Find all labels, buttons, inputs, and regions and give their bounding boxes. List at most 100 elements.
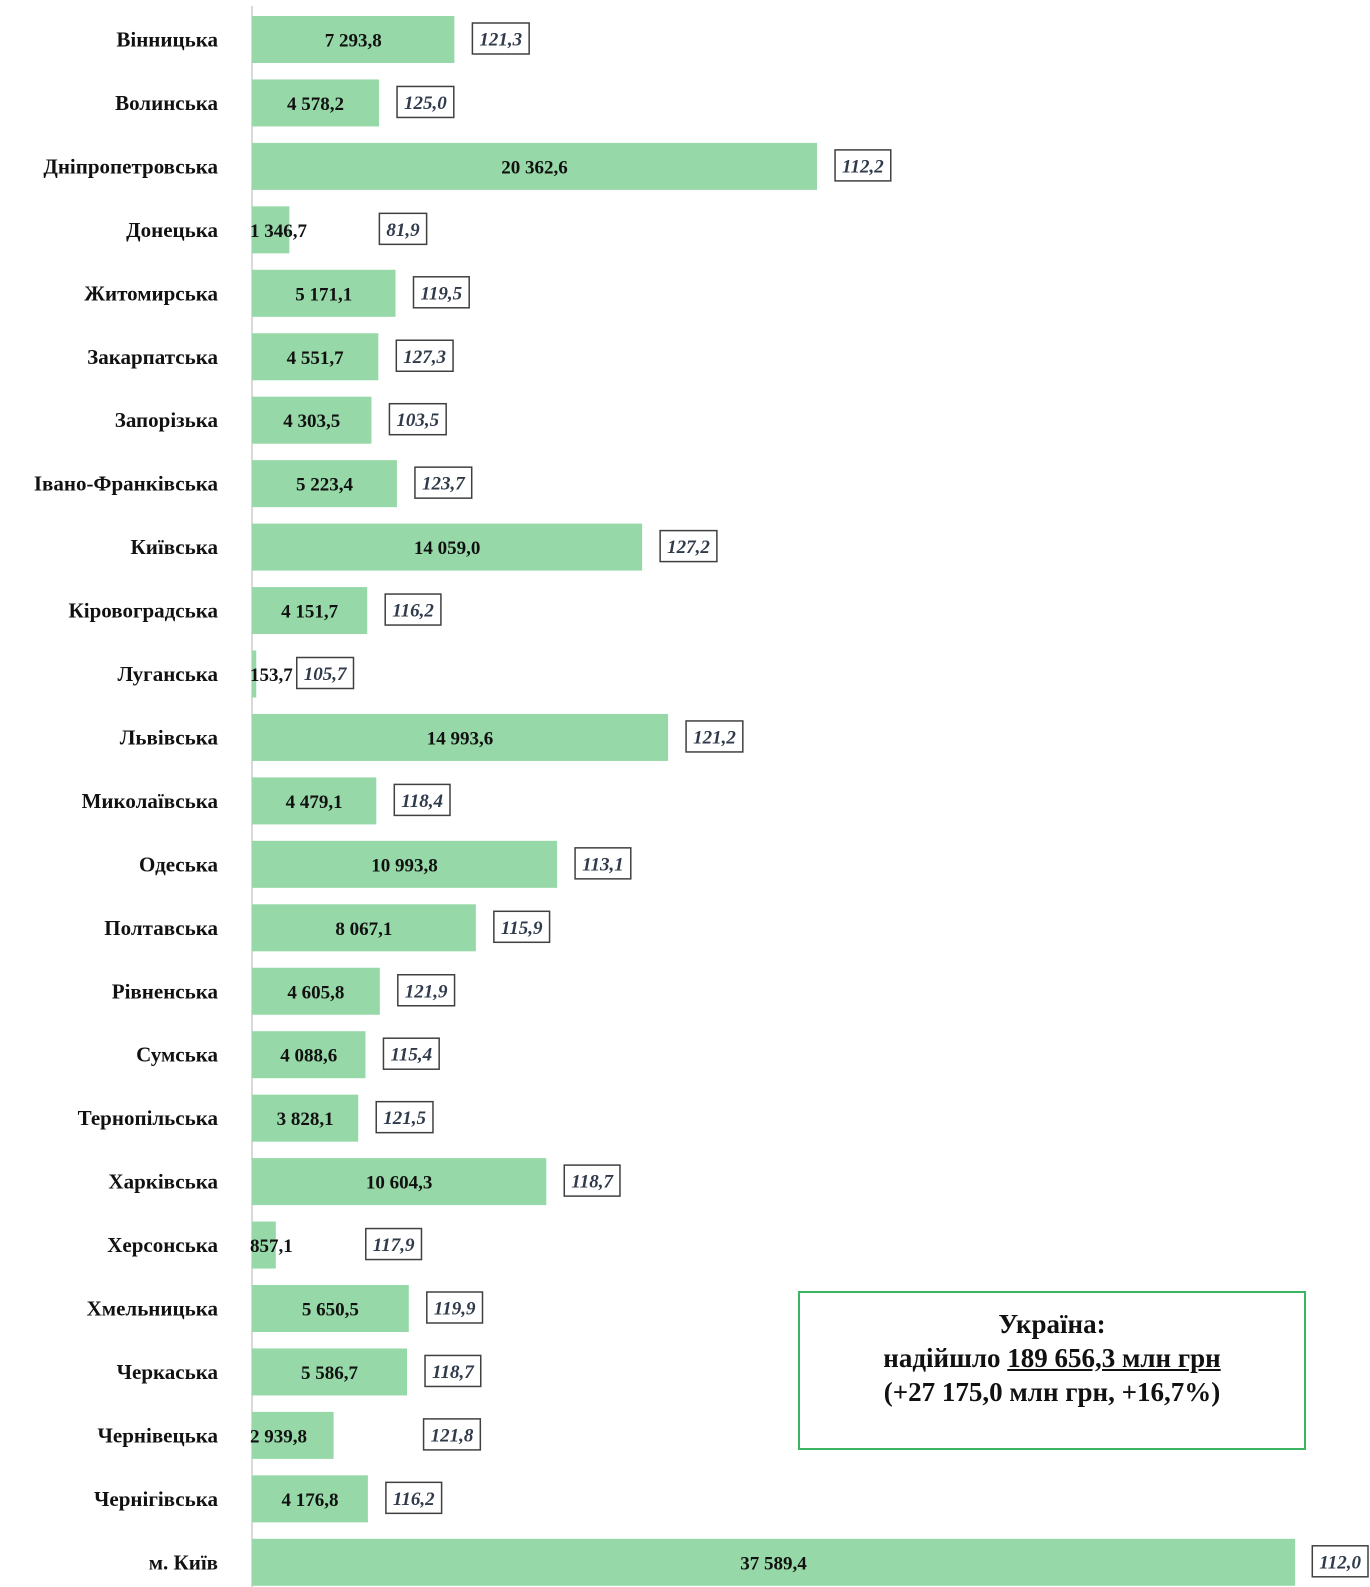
summary-prefix: надійшло — [883, 1342, 1008, 1373]
category-label: Дніпропетровська — [43, 154, 218, 178]
category-label: Одеська — [139, 852, 218, 876]
value-label: 4 176,8 — [281, 1490, 338, 1511]
value-label: 8 067,1 — [335, 919, 392, 940]
category-label: Херсонська — [107, 1233, 218, 1257]
bar — [252, 1094, 359, 1142]
index-box — [414, 466, 473, 499]
category-label: м. Київ — [149, 1550, 218, 1574]
index-box — [396, 85, 455, 119]
category-label: Чернігівська — [94, 1487, 219, 1511]
bar — [252, 79, 380, 127]
bar — [252, 713, 669, 761]
index-box — [397, 974, 456, 1007]
category-label: Волинська — [115, 91, 218, 115]
value-label: 4 151,7 — [281, 602, 339, 623]
index-box — [685, 720, 744, 753]
index-box — [426, 1291, 484, 1324]
index-label: 118,7 — [432, 1362, 475, 1383]
category-label: Вінницька — [116, 28, 218, 52]
index-box — [395, 339, 454, 372]
index-label: 112,2 — [842, 156, 884, 177]
index-box — [424, 1354, 482, 1388]
index-box — [412, 276, 470, 309]
category-label: Миколаївська — [82, 789, 219, 813]
value-label: 5 171,1 — [295, 284, 352, 305]
bar — [252, 1475, 368, 1523]
index-box — [365, 1227, 423, 1261]
value-label: 2 939,8 — [250, 1426, 307, 1447]
index-label: 121,2 — [693, 727, 736, 748]
summary-box: Україна: надійшло 189 656,3 млн грн (+27… — [798, 1291, 1306, 1450]
index-label: 121,5 — [383, 1108, 426, 1129]
index-label: 117,9 — [373, 1235, 415, 1256]
bar — [252, 396, 372, 444]
value-label: 857,1 — [250, 1236, 293, 1257]
index-label: 115,4 — [390, 1045, 432, 1066]
bar — [252, 587, 368, 635]
value-label: 14 059,0 — [414, 538, 481, 559]
bar — [252, 904, 476, 952]
category-label: Житомирська — [84, 281, 218, 305]
index-box — [659, 529, 718, 563]
index-box — [834, 149, 892, 182]
index-box — [574, 847, 632, 880]
index-box — [296, 656, 355, 690]
bar — [252, 16, 455, 63]
index-box — [375, 1100, 434, 1134]
value-label: 4 088,6 — [280, 1046, 337, 1067]
bar — [252, 142, 818, 190]
category-label: Рівненська — [112, 979, 219, 1003]
bar — [252, 1158, 547, 1206]
value-label: 4 551,7 — [287, 348, 345, 369]
value-label: 5 650,5 — [302, 1300, 359, 1321]
bar — [252, 1538, 1296, 1586]
index-label: 116,2 — [393, 1489, 435, 1510]
bar — [252, 1031, 366, 1079]
category-label: Полтавська — [104, 916, 218, 940]
category-label: Івано-Франківська — [34, 472, 219, 496]
category-label: Сумська — [136, 1043, 218, 1067]
bar — [252, 1348, 408, 1396]
category-label: Запорізька — [115, 408, 219, 432]
category-label: Луганська — [118, 662, 219, 686]
bar — [252, 1221, 276, 1269]
index-label: 127,2 — [667, 537, 710, 558]
index-label: 123,7 — [422, 474, 466, 495]
category-label: Львівська — [120, 725, 219, 749]
index-label: 103,5 — [396, 410, 439, 431]
index-box — [422, 1418, 482, 1451]
summary-change: (+27 175,0 млн грн, +16,7%) — [883, 1376, 1221, 1407]
value-label: 3 828,1 — [277, 1109, 334, 1130]
index-box — [1311, 1545, 1369, 1578]
value-label: 4 479,1 — [286, 792, 343, 813]
category-label: Донецька — [126, 218, 218, 242]
bar — [252, 460, 397, 508]
category-label: Черкаська — [117, 1360, 219, 1384]
bar — [252, 523, 643, 571]
index-label: 125,0 — [404, 93, 447, 114]
index-label: 127,3 — [403, 347, 446, 368]
index-label: 121,9 — [405, 981, 448, 1002]
category-label: Чернівецька — [98, 1423, 219, 1447]
value-label: 14 993,6 — [427, 728, 494, 749]
value-label: 5 223,4 — [296, 475, 354, 496]
category-label: Кіровоградська — [69, 599, 219, 623]
index-label: 115,9 — [501, 918, 543, 939]
summary-amount: 189 656,3 млн грн — [1007, 1342, 1221, 1373]
category-label: Київська — [131, 535, 219, 559]
category-label: Харківська — [108, 1170, 218, 1194]
category-label: Хмельницька — [87, 1297, 219, 1321]
index-box — [471, 22, 530, 55]
bar — [252, 840, 558, 888]
index-label: 112,0 — [1319, 1552, 1361, 1573]
index-box — [388, 402, 447, 436]
index-box — [563, 1164, 621, 1197]
index-label: 121,3 — [479, 30, 522, 51]
value-label: 10 993,8 — [371, 855, 438, 876]
index-label: 121,8 — [431, 1425, 474, 1446]
value-label: 7 293,8 — [325, 31, 382, 52]
summary-total: надійшло 189 656,3 млн грн — [883, 1341, 1220, 1375]
bar — [252, 269, 396, 317]
index-label: 105,7 — [304, 664, 348, 685]
